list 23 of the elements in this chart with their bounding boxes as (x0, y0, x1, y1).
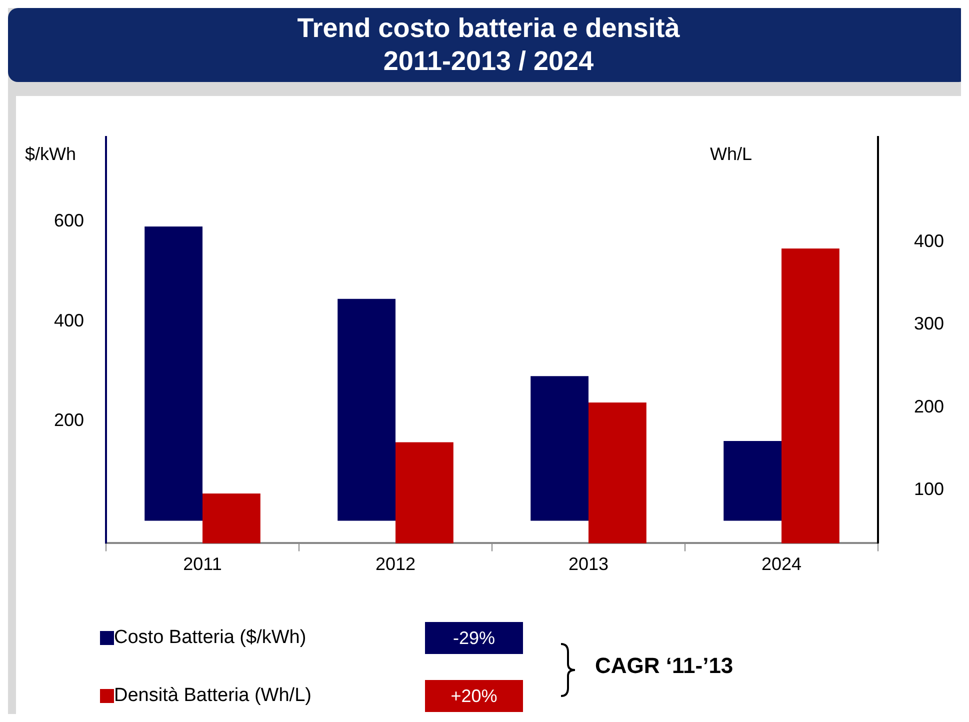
x-tick-label: 2013 (568, 554, 609, 574)
text: +20% (425, 680, 523, 712)
x-tick-label: 2012 (375, 554, 416, 574)
y2-tick-label: 400 (914, 230, 944, 251)
text: -29% (425, 622, 523, 654)
legend-label: Costo Batteria ($/kWh) (114, 626, 306, 648)
y2-tick-label: 300 (914, 314, 944, 334)
y2-tick-label: 200 (914, 396, 944, 416)
chart-title: Trend costo batteria e densità (296, 12, 681, 45)
text: CAGR ‘11-’13 (595, 653, 734, 679)
y-axis-title: $/kWh (25, 144, 76, 164)
chart-subtitle: 2011-2013 / 2024 (382, 45, 595, 78)
bar (338, 298, 396, 521)
x-tick-label: 2024 (761, 554, 802, 574)
y2-tick-label: 100 (914, 479, 944, 500)
y-tick-label: 200 (54, 410, 84, 430)
y2-axis-title: Wh/L (710, 144, 752, 164)
bar (144, 226, 202, 521)
bar (724, 440, 782, 521)
x-tick-label: 2011 (183, 554, 222, 574)
y-tick-label: 600 (54, 210, 84, 231)
y-tick-label: 400 (54, 310, 84, 330)
legend-label: Densità Batteria (Wh/L) (114, 684, 312, 706)
